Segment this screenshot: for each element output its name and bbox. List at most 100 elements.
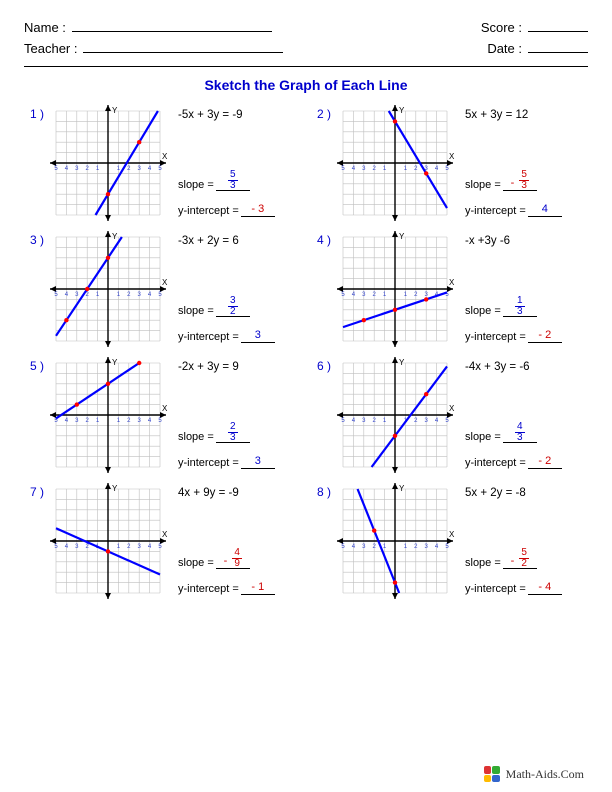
yintercept-row: y-intercept = - 2 (465, 329, 588, 343)
teacher-blank[interactable] (83, 39, 283, 53)
header-rule (24, 66, 588, 67)
yintercept-row: y-intercept = - 3 (178, 203, 301, 217)
svg-text:4: 4 (65, 166, 69, 172)
slope-label: slope = (465, 179, 501, 191)
svg-text:5: 5 (341, 292, 345, 298)
svg-text:1: 1 (117, 292, 121, 298)
svg-text:1: 1 (117, 166, 121, 172)
svg-text:2: 2 (373, 544, 377, 550)
problem-number: 5 ) (24, 355, 44, 373)
problem-number: 6 ) (311, 355, 331, 373)
graph: 5432112345XY (48, 481, 168, 601)
problem: 5 ) 5432112345XY -2x + 3y = 9 slope = 23… (24, 355, 301, 475)
problem-info: -4x + 3y = -6 slope = 43 y-intercept = -… (459, 355, 588, 475)
svg-text:2: 2 (127, 292, 131, 298)
svg-text:Y: Y (112, 232, 118, 241)
problem: 2 ) 5432112345XY 5x + 3y = 12 slope = - … (311, 103, 588, 223)
problem-number: 7 ) (24, 481, 44, 499)
svg-text:1: 1 (117, 544, 121, 550)
svg-text:1: 1 (383, 418, 387, 424)
svg-text:4: 4 (352, 544, 356, 550)
coordinate-grid: 5432112345XY (335, 355, 455, 475)
svg-text:3: 3 (138, 418, 142, 424)
svg-text:1: 1 (404, 166, 408, 172)
graph: 5432112345XY (335, 481, 455, 601)
slope-row: slope = 53 (178, 168, 301, 191)
yintercept-value: 3 (241, 329, 275, 343)
yintercept-label: y-intercept = (465, 583, 526, 595)
svg-text:X: X (449, 530, 455, 539)
svg-text:3: 3 (425, 544, 429, 550)
svg-text:5: 5 (341, 544, 345, 550)
svg-text:2: 2 (414, 418, 418, 424)
name-blank[interactable] (72, 18, 272, 32)
svg-text:2: 2 (414, 544, 418, 550)
coordinate-grid: 5432112345XY (335, 229, 455, 349)
problem-number: 4 ) (311, 229, 331, 247)
score-blank[interactable] (528, 18, 588, 32)
yintercept-value: - 3 (241, 203, 275, 217)
svg-text:4: 4 (148, 166, 152, 172)
problem-info: -2x + 3y = 9 slope = 23 y-intercept = 3 (172, 355, 301, 475)
problem-number: 8 ) (311, 481, 331, 499)
svg-text:3: 3 (425, 418, 429, 424)
yintercept-label: y-intercept = (178, 457, 239, 469)
yintercept-row: y-intercept = - 1 (178, 581, 301, 595)
yintercept-value: 3 (241, 455, 275, 469)
svg-text:5: 5 (341, 418, 345, 424)
slope-row: slope = 23 (178, 420, 301, 443)
yintercept-row: y-intercept = 4 (465, 203, 588, 217)
slope-row: slope = 13 (465, 294, 588, 317)
problem-info: -3x + 2y = 6 slope = 32 y-intercept = 3 (172, 229, 301, 349)
svg-text:Y: Y (399, 358, 405, 367)
yintercept-label: y-intercept = (178, 331, 239, 343)
svg-text:Y: Y (399, 484, 405, 493)
graph: 5432112345XY (335, 103, 455, 223)
svg-text:X: X (162, 278, 168, 287)
svg-text:5: 5 (54, 292, 58, 298)
problem: 3 ) 5432112345XY -3x + 2y = 6 slope = 32… (24, 229, 301, 349)
svg-text:X: X (162, 404, 168, 413)
svg-text:5: 5 (158, 292, 162, 298)
equation: -5x + 3y = -9 (178, 109, 301, 121)
coordinate-grid: 5432112345XY (48, 481, 168, 601)
svg-text:X: X (449, 152, 455, 161)
coordinate-grid: 5432112345XY (48, 355, 168, 475)
teacher-label: Teacher : (24, 41, 77, 56)
slope-label: slope = (465, 557, 501, 569)
score-field: Score : (481, 18, 588, 35)
coordinate-grid: 5432112345XY (48, 103, 168, 223)
problem: 6 ) 5432112345XY -4x + 3y = -6 slope = 4… (311, 355, 588, 475)
coordinate-grid: 5432112345XY (335, 103, 455, 223)
problem: 1 ) 5432112345XY -5x + 3y = -9 slope = 5… (24, 103, 301, 223)
svg-text:4: 4 (65, 418, 69, 424)
equation: -2x + 3y = 9 (178, 361, 301, 373)
svg-text:2: 2 (127, 418, 131, 424)
yintercept-label: y-intercept = (178, 205, 239, 217)
svg-text:4: 4 (148, 418, 152, 424)
date-blank[interactable] (528, 39, 588, 53)
svg-text:3: 3 (425, 292, 429, 298)
svg-text:X: X (162, 152, 168, 161)
svg-text:1: 1 (96, 292, 100, 298)
svg-text:4: 4 (435, 418, 439, 424)
yintercept-value: - 2 (528, 329, 562, 343)
yintercept-label: y-intercept = (465, 331, 526, 343)
svg-text:2: 2 (86, 166, 90, 172)
slope-value: - 53 (503, 168, 537, 191)
svg-text:1: 1 (383, 292, 387, 298)
slope-value: 23 (216, 420, 250, 443)
worksheet-title: Sketch the Graph of Each Line (24, 77, 588, 93)
svg-text:3: 3 (362, 544, 366, 550)
svg-text:4: 4 (435, 544, 439, 550)
problem-info: 4x + 9y = -9 slope = - 49 y-intercept = … (172, 481, 301, 601)
header-row-1: Name : Score : (24, 18, 588, 35)
slope-value: - 49 (216, 546, 250, 569)
slope-value: - 52 (503, 546, 537, 569)
slope-value: 32 (216, 294, 250, 317)
equation: -x +3y -6 (465, 235, 588, 247)
yintercept-row: y-intercept = - 4 (465, 581, 588, 595)
problem-info: -x +3y -6 slope = 13 y-intercept = - 2 (459, 229, 588, 349)
svg-text:Y: Y (399, 106, 405, 115)
svg-text:4: 4 (65, 544, 69, 550)
